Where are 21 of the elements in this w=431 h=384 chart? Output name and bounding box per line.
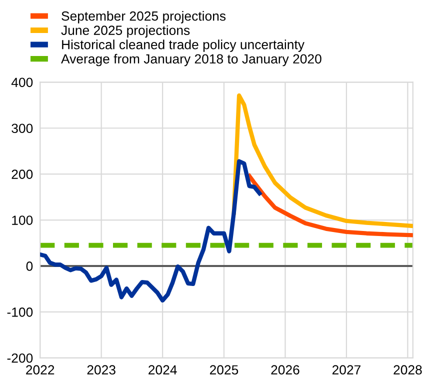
x-tick-label: 2022: [26, 365, 54, 375]
line-series: [247, 174, 413, 238]
line-series: [232, 93, 413, 228]
y-tick-label: 200: [12, 170, 33, 179]
line-series: [40, 159, 262, 303]
y-tick-label: 300: [12, 124, 33, 134]
legend-label: Historical cleaned trade policy uncertainty: [62, 40, 304, 52]
x-tick-label: 2027: [332, 365, 360, 375]
y-tick-label: -200: [7, 353, 33, 363]
legend-label: June 2025 projections: [61, 25, 190, 38]
y-tick-label: 100: [12, 216, 33, 225]
x-tick-label: 2024: [148, 365, 177, 375]
x-tick-label: 2026: [271, 365, 300, 375]
legend-label: September 2025 projections: [62, 11, 226, 24]
x-tick-label: 2028: [394, 365, 422, 375]
x-tick-label: 2025: [210, 365, 238, 375]
x-tick-label: 2023: [87, 365, 116, 375]
y-tick-label: 0: [26, 262, 33, 271]
y-tick-label: 400: [11, 78, 33, 88]
legend-label: Average from January 2018 to January 2020: [61, 54, 322, 66]
y-tick-label: -100: [7, 308, 33, 317]
